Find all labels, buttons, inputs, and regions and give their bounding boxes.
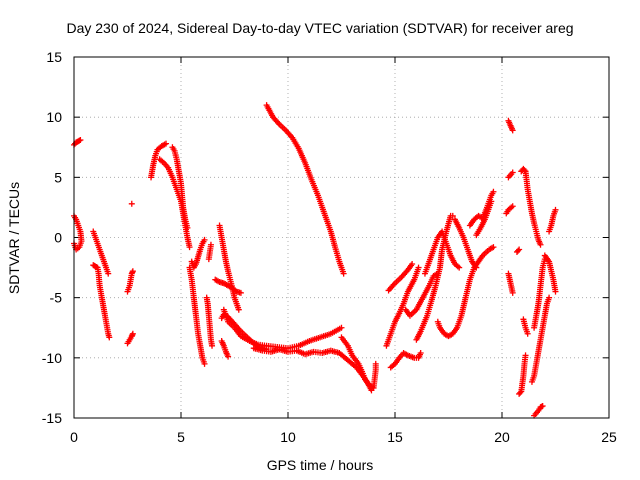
data-point [163, 140, 170, 147]
data-point [524, 330, 531, 337]
data-point [515, 247, 522, 254]
data-point [77, 137, 84, 144]
data-point [105, 270, 112, 277]
data-point [235, 306, 242, 313]
data-point [552, 206, 559, 213]
data-point [209, 342, 216, 349]
data-point [415, 264, 422, 271]
x-tick-label: 5 [177, 429, 185, 445]
x-tick-label: 25 [601, 429, 617, 445]
y-tick-label: -5 [50, 290, 63, 306]
y-tick-label: 5 [54, 169, 62, 185]
data-point [449, 212, 456, 219]
data-point [207, 241, 214, 248]
y-tick-label: 15 [46, 49, 62, 65]
data-point [473, 264, 480, 271]
data-point [129, 330, 136, 337]
grid-lines [74, 57, 609, 418]
x-tick-label: 15 [387, 429, 403, 445]
x-axis-label: GPS time / hours [266, 457, 374, 473]
data-point [417, 350, 424, 357]
data-point [509, 203, 516, 210]
data-point [521, 167, 528, 174]
x-tick-label: 10 [280, 429, 296, 445]
data-point [372, 360, 379, 367]
data-point [490, 188, 497, 195]
data-point [552, 288, 559, 295]
data-markers [71, 102, 559, 419]
y-tick-label: 0 [54, 230, 62, 246]
data-point [128, 200, 135, 207]
data-point [186, 244, 193, 251]
x-tick-label: 20 [494, 429, 510, 445]
data-point [184, 224, 191, 231]
data-point [509, 169, 516, 176]
data-point [509, 289, 516, 296]
data-point [456, 264, 463, 271]
data-point [106, 334, 113, 341]
data-point [409, 260, 416, 267]
data-point [517, 389, 524, 396]
data-point [546, 294, 553, 301]
data-point [340, 270, 347, 277]
x-tick-label: 0 [70, 429, 78, 445]
axis-ticks: 0 5 10 15 20 25 -15 -10 -5 0 5 10 15 [42, 49, 617, 445]
data-point [129, 268, 136, 275]
chart-title: Day 230 of 2024, Sidereal Day-to-day VTE… [66, 20, 574, 36]
data-point [537, 241, 544, 248]
y-tick-label: 10 [46, 109, 62, 125]
data-point [488, 198, 495, 205]
y-tick-label: -15 [42, 410, 62, 426]
data-point [338, 324, 345, 331]
data-point [522, 352, 529, 359]
y-tick-label: -10 [42, 350, 62, 366]
plot-frame [73, 56, 610, 419]
data-point [201, 236, 208, 243]
data-point [490, 244, 497, 251]
data-point [201, 360, 208, 367]
data-point [225, 353, 232, 360]
data-point [509, 127, 516, 134]
data-point [539, 402, 546, 409]
data-point [516, 246, 523, 253]
data-point [237, 289, 244, 296]
